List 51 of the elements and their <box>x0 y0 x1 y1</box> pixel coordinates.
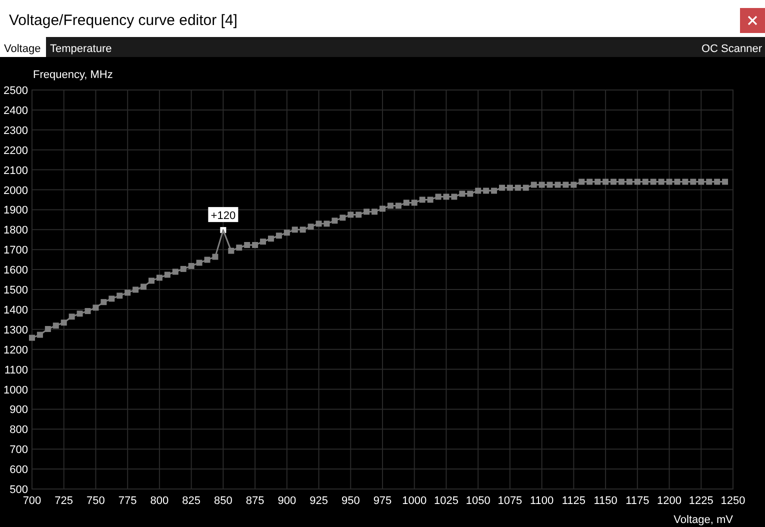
y-tick-label: 1000 <box>4 384 28 396</box>
x-tick-label: 750 <box>86 495 105 507</box>
y-tick-label: 600 <box>10 464 28 476</box>
x-tick-label: 700 <box>22 495 42 507</box>
y-tick-label: 2400 <box>4 104 28 117</box>
x-tick-label: 1175 <box>626 495 650 507</box>
x-tick-label: 1000 <box>402 495 427 507</box>
x-tick-label: 1075 <box>498 495 522 507</box>
y-tick-label: 1900 <box>4 204 28 217</box>
x-tick-label: 950 <box>341 495 360 507</box>
x-tick-label: 1125 <box>562 495 586 507</box>
text: Temperature <box>50 43 112 55</box>
chart-title: Voltage/Frequency curve editor [4] <box>9 12 238 29</box>
y-tick-label: 700 <box>10 444 28 456</box>
x-tick-label: 850 <box>214 495 232 507</box>
x-axis-title: Voltage, mV <box>674 514 734 526</box>
x-tick-label: 925 <box>310 495 328 507</box>
x-tick-label: 1250 <box>720 495 746 507</box>
x-tick-label: 1225 <box>688 495 714 507</box>
x-tick-label: 1025 <box>434 495 458 507</box>
x-tick-label: 1050 <box>466 495 490 507</box>
y-tick-label: 2200 <box>4 144 28 157</box>
x-tick-label: 1200 <box>657 495 682 507</box>
y-tick-label: 2100 <box>4 164 28 177</box>
x-tick-label: 875 <box>246 495 264 507</box>
y-tick-label: 900 <box>10 404 28 416</box>
x-tick-label: 725 <box>54 495 74 507</box>
x-tick-label: 1100 <box>530 495 554 507</box>
y-tick-label: 1800 <box>4 224 28 237</box>
y-tick-label: 2000 <box>4 184 28 197</box>
y-tick-label: 1600 <box>4 264 28 277</box>
y-tick-label: 1500 <box>4 284 28 296</box>
y-tick-label: 1700 <box>4 244 28 257</box>
y-axis-title: Frequency, MHz <box>33 69 113 81</box>
x-tick-label: 975 <box>373 495 392 507</box>
y-tick-label: 500 <box>10 484 28 496</box>
y-tick-label: 1200 <box>4 344 28 356</box>
text: Voltage <box>4 43 41 55</box>
annotation: +120 <box>210 210 236 222</box>
text: OC Scanner <box>701 43 762 55</box>
x-tick-label: 800 <box>150 495 169 507</box>
x-tick-label: 775 <box>118 495 137 507</box>
x-tick-label: 900 <box>278 495 296 507</box>
y-tick-label: 800 <box>10 424 28 436</box>
x-tick-label: 1150 <box>594 495 618 507</box>
y-tick-label: 1300 <box>4 324 28 336</box>
x-tick-label: 825 <box>182 495 200 507</box>
y-tick-label: 1100 <box>4 364 28 376</box>
y-tick-label: 2300 <box>4 124 28 137</box>
y-tick-label: 2500 <box>4 85 28 97</box>
y-tick-label: 1400 <box>4 304 28 316</box>
